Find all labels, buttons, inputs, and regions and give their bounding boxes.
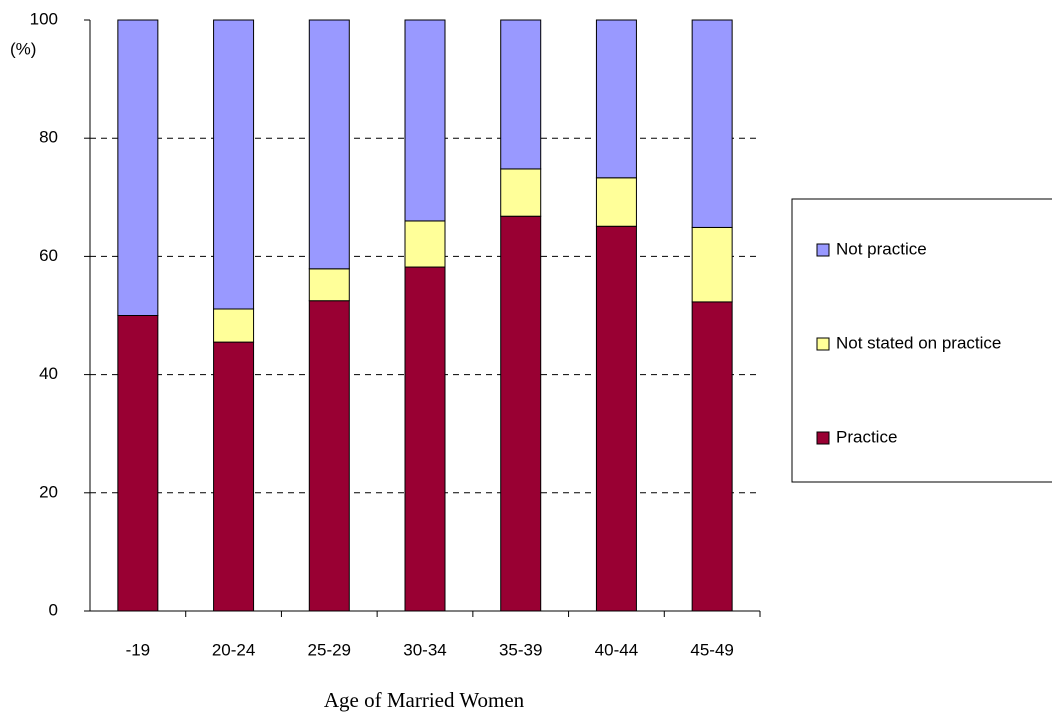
x-tick-label: 45-49 [690,640,733,659]
bar-segment [308,268,350,302]
bar-segment [500,215,542,612]
bar-segment [404,266,446,612]
y-tick-label: 100 [30,9,58,28]
x-tick-label: 20-24 [212,640,255,659]
bar-segment [691,226,733,303]
legend-label: Practice [836,427,897,446]
bar-segment [213,19,255,310]
bar-segment [595,225,637,612]
y-tick-label: 60 [39,246,58,265]
legend-swatch [816,337,830,351]
bar-segment [500,168,542,217]
legend-label: Not practice [836,239,927,258]
bar-segment [691,19,733,228]
bar-segment [308,300,350,612]
bar-segment [117,19,159,316]
x-tick-label: -19 [126,640,151,659]
y-tick-label: 0 [49,600,58,619]
x-axis-label: Age of Married Women [324,688,525,712]
x-tick-label: 40-44 [595,640,638,659]
legend-label: Not stated on practice [836,333,1001,352]
bar-segment [117,315,159,612]
bar-segment [213,341,255,612]
bar-segment [308,19,350,270]
x-tick-label: 30-34 [403,640,446,659]
bar-segment [595,19,637,179]
bar-segment [213,308,255,343]
bar-segment [500,19,542,170]
bar-segment [404,19,446,222]
bar-segment [691,301,733,612]
y-tick-label: 40 [39,364,58,383]
y-tick-label: 20 [39,482,58,501]
x-tick-label: 25-29 [308,640,351,659]
bar-segment [404,220,446,268]
legend-swatch [816,243,830,257]
x-tick-label: 35-39 [499,640,542,659]
y-axis-label: (%) [10,39,36,58]
legend-box [791,198,1052,483]
y-tick-label: 80 [39,128,58,147]
legend-swatch [816,431,830,445]
bar-segment [595,177,637,227]
